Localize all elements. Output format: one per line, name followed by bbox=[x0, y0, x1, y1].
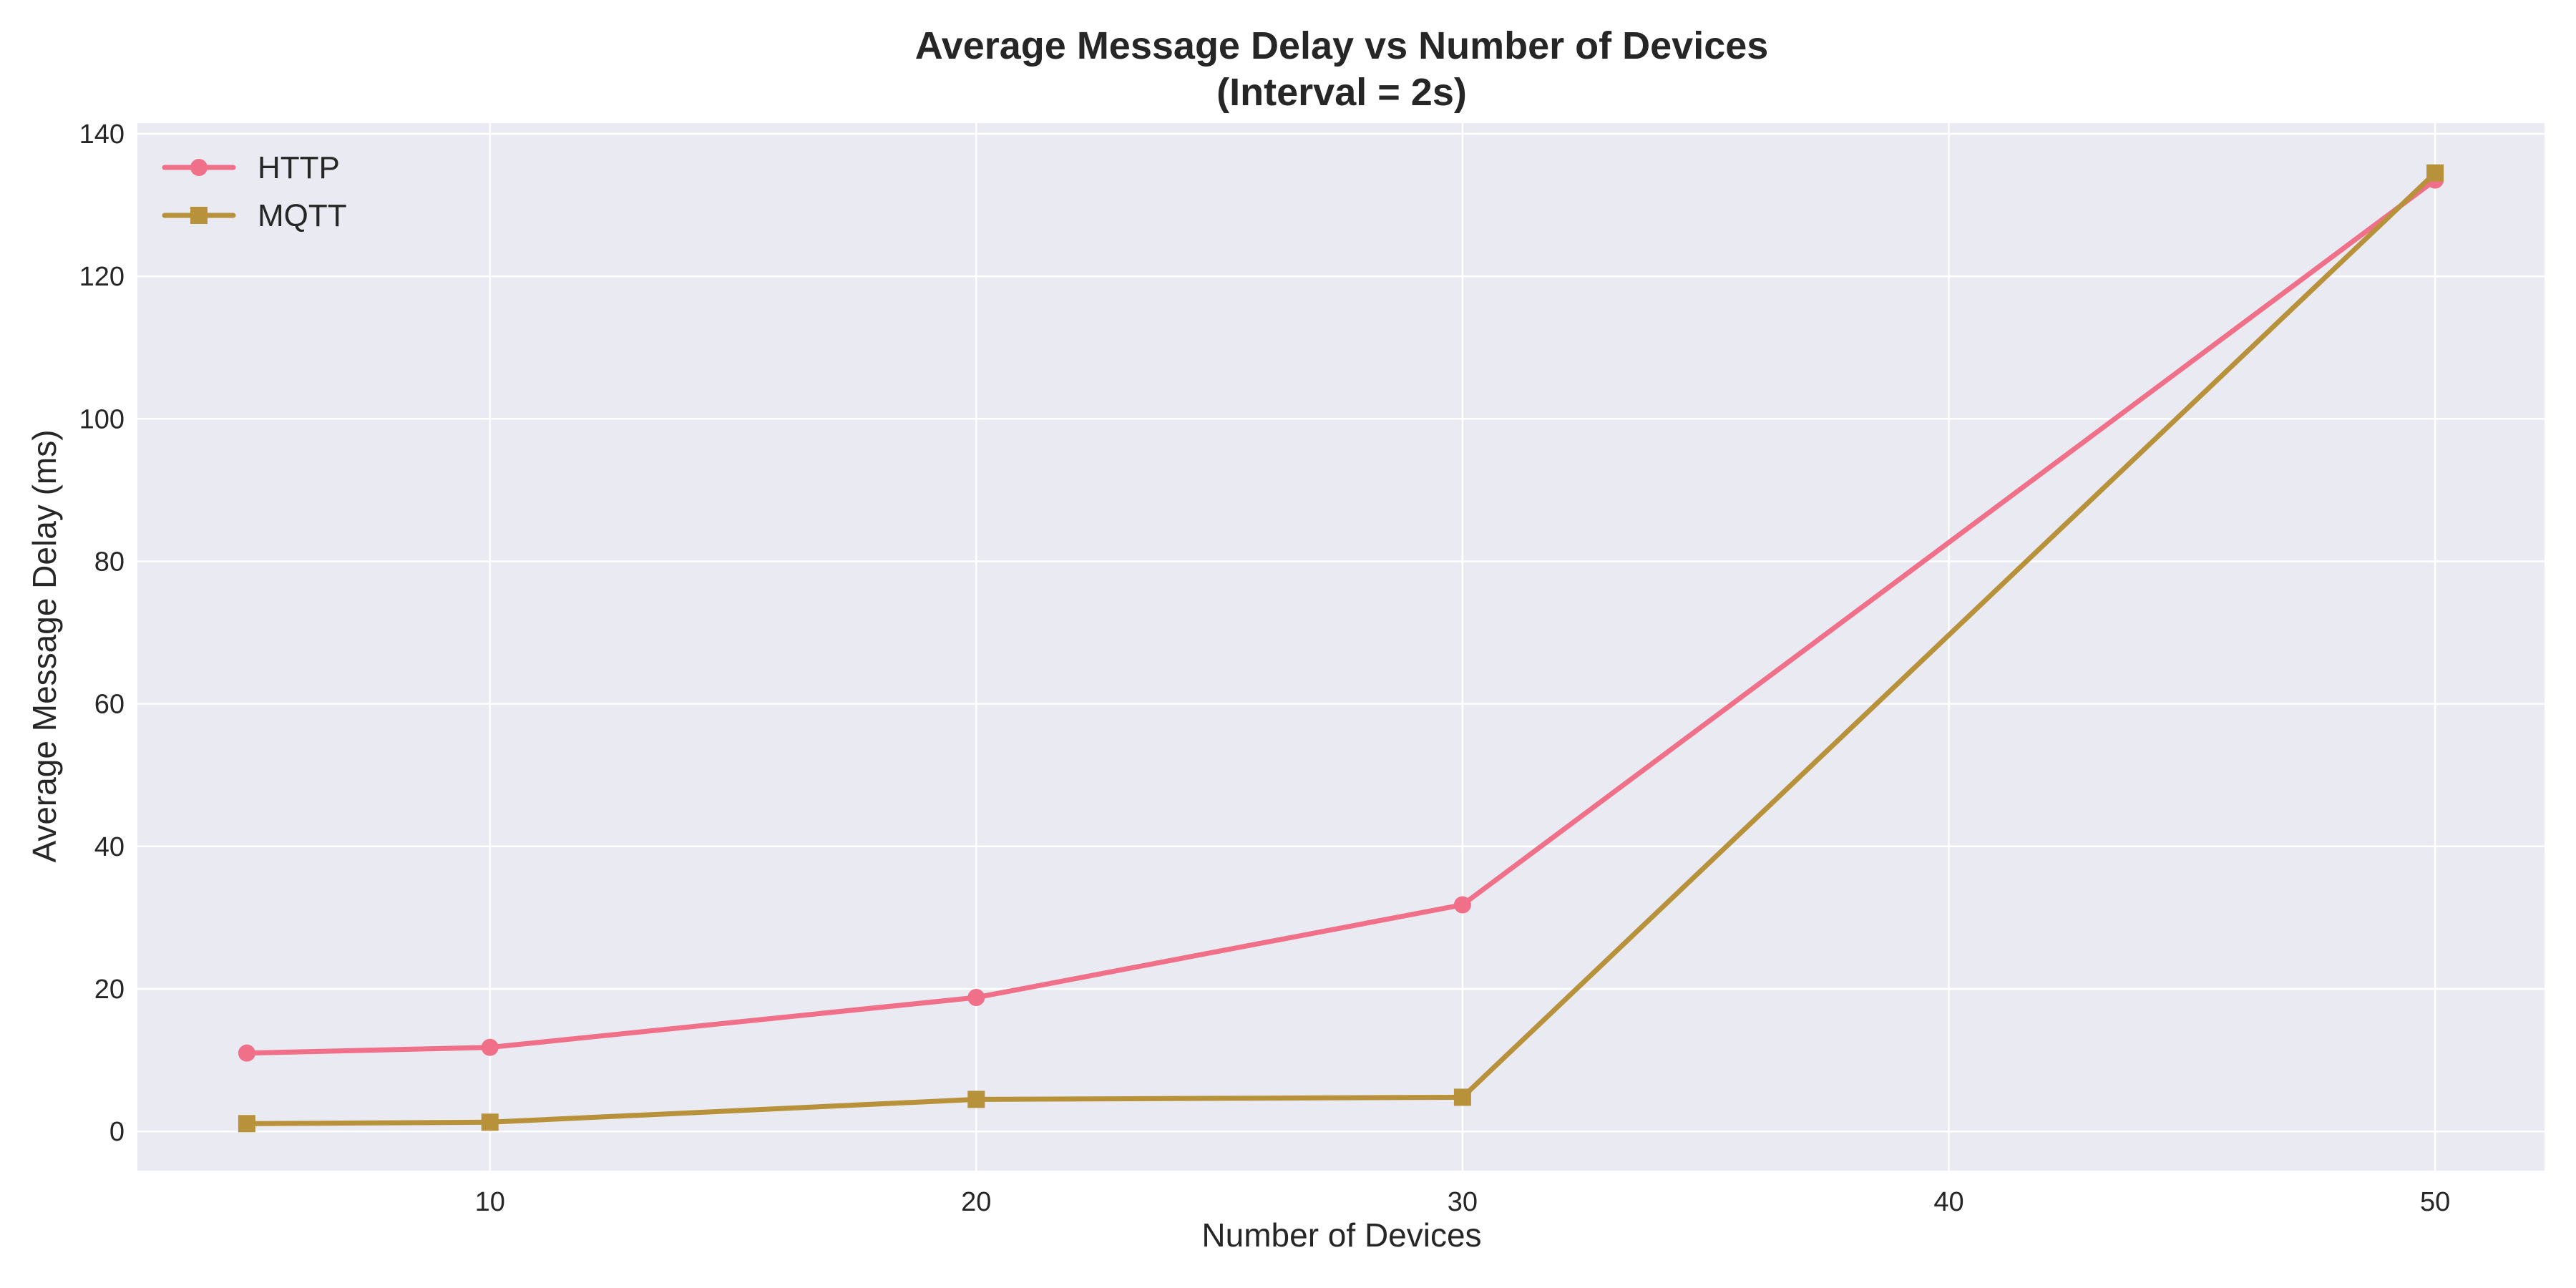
y-tick-label: 60 bbox=[94, 690, 125, 720]
series-layer bbox=[238, 164, 2444, 1133]
y-tick-label: 140 bbox=[79, 119, 125, 150]
data-point-mqtt bbox=[238, 1115, 255, 1133]
y-tick-label: 120 bbox=[79, 262, 125, 292]
chart-title: Average Message Delay vs Number of Devic… bbox=[915, 24, 1769, 67]
y-tick-label: 80 bbox=[94, 547, 125, 577]
data-point-http bbox=[238, 1044, 255, 1062]
legend-item-http: HTTP bbox=[162, 150, 340, 185]
plot-area bbox=[137, 123, 2545, 1171]
legend: HTTP MQTT bbox=[162, 150, 347, 233]
data-point-mqtt bbox=[2426, 164, 2444, 182]
data-point-http bbox=[1453, 896, 1471, 914]
legend-label: HTTP bbox=[258, 150, 340, 185]
data-point-mqtt bbox=[481, 1113, 499, 1131]
x-tick-label: 50 bbox=[2420, 1187, 2450, 1217]
x-axis-label: Number of Devices bbox=[1201, 1216, 1481, 1254]
grid bbox=[137, 123, 2545, 1171]
y-tick-label: 0 bbox=[109, 1117, 125, 1147]
legend-marker bbox=[190, 159, 208, 176]
y-tick-label: 20 bbox=[94, 975, 125, 1005]
data-point-http bbox=[481, 1038, 499, 1056]
legend-item-mqtt: MQTT bbox=[162, 198, 347, 233]
series-mqtt bbox=[238, 164, 2444, 1133]
data-point-http bbox=[967, 988, 985, 1006]
y-axis-label: Average Message Delay (ms) bbox=[26, 429, 63, 862]
series-http bbox=[238, 171, 2444, 1062]
legend-label: MQTT bbox=[258, 198, 347, 233]
x-tick-label: 20 bbox=[961, 1187, 991, 1217]
x-tick-label: 30 bbox=[1448, 1187, 1478, 1217]
data-point-mqtt bbox=[967, 1091, 985, 1108]
chart-subtitle: (Interval = 2s) bbox=[1216, 71, 1467, 114]
x-tick-label: 10 bbox=[475, 1187, 505, 1217]
y-tick-label: 100 bbox=[79, 404, 125, 434]
tick-labels: 0 20 40 60 80 100 120 140 10 20 30 40 50 bbox=[79, 119, 2451, 1217]
legend-marker bbox=[190, 207, 208, 224]
x-tick-label: 40 bbox=[1933, 1187, 1963, 1217]
data-point-mqtt bbox=[1453, 1088, 1471, 1106]
y-tick-label: 40 bbox=[94, 832, 125, 862]
